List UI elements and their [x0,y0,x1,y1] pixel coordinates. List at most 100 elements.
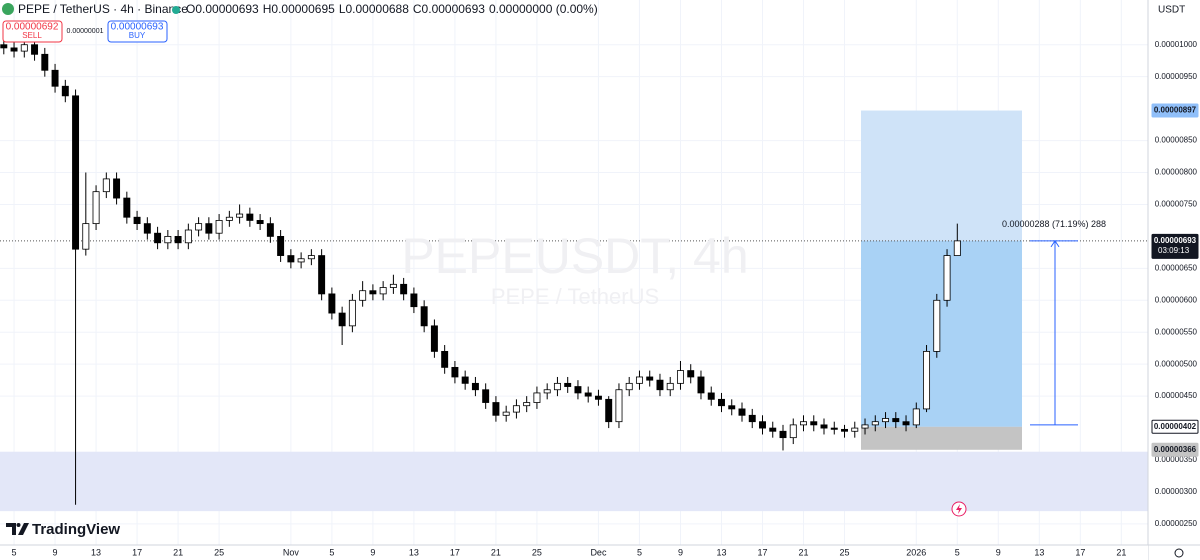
axes: 5 9 13 17 21 25 Nov 5 9 13 17 21 25 Dec 5 9 13 17 21 25 2026… [12,40,1199,557]
candle-body [666,382,674,391]
candle-body [912,408,920,426]
candle-body [205,223,213,234]
candle-body [31,44,39,55]
y-tick-label: 0.00000450 [1155,391,1198,400]
x-tick-label: Nov [283,547,300,557]
candle-body [841,428,848,432]
candle-body [369,290,377,295]
candle-body [10,47,18,52]
events-icon [956,504,962,514]
candle-body [348,299,356,327]
x-tick-label: 5 [12,547,17,557]
candle-body [656,379,664,391]
candle-body [451,366,459,378]
candle-body [574,386,582,394]
sell-button[interactable] [2,20,63,43]
countdown: 03:09:13 [1158,246,1190,255]
candle-body [266,223,274,237]
candle-body [646,376,654,381]
candle-body [687,370,695,378]
candle-body [810,421,818,426]
y-tick-label: 0.00000850 [1155,136,1198,145]
candle-body [338,312,346,327]
candle-body [594,395,602,400]
candle-body [154,232,162,244]
candle-body [277,236,285,256]
candle-body [492,402,500,416]
candle-body [830,427,838,430]
candle-body [143,223,151,234]
y-tick-label: 0.00000500 [1155,359,1198,368]
x-tick-label: 21 [1116,547,1126,557]
x-tick-label: 17 [132,547,142,557]
x-tick-label: 25 [214,547,224,557]
candle-body [502,411,510,416]
y-tick-label: 0.00000300 [1155,487,1198,496]
candle-body [184,229,192,244]
x-tick-label: 13 [716,547,726,557]
candle-body [133,216,141,225]
x-tick-label: 9 [370,547,375,557]
candle-body [861,424,869,429]
x-tick-label: 13 [1034,547,1044,557]
y-tick-label: 0.00000600 [1155,295,1198,304]
candle-body [20,44,28,52]
candle-body [441,351,449,368]
time-axis [0,545,1148,560]
settings-icon[interactable] [1174,548,1184,558]
overlays [0,110,1148,512]
annotations: 0.00000288 (71.19%) 288 [1002,219,1106,426]
candle-body [512,405,520,413]
price-badge [1151,103,1199,118]
watermark-sub: PEPE / TetherUS [491,284,659,309]
x-tick-label: 21 [173,547,183,557]
candle-body [297,258,305,263]
candle-body [461,376,469,384]
x-tick-label: 17 [757,547,767,557]
candle-body [389,283,397,288]
candle-body [215,220,223,234]
candle-body [697,376,705,394]
x-tick-label: 9 [678,547,683,557]
x-tick-label: 17 [450,547,460,557]
y-tick-label: 0.00000950 [1155,72,1198,81]
candle-body [318,255,326,295]
candles [0,38,961,505]
candle-body [410,293,418,308]
x-tick-label: 5 [637,547,642,557]
candle-body [430,325,438,352]
buy-label: BUY [129,31,146,40]
candle-body [882,418,890,423]
currency[interactable]: USDT [1158,5,1185,16]
candle-body [564,382,572,387]
candle-body [800,421,807,426]
candle-body [174,236,182,244]
candle-body [523,402,531,407]
candle-body [307,255,315,260]
candle-body [728,405,736,410]
y-tick-label: 0.00000550 [1155,327,1198,336]
candle-body [625,382,633,391]
candle-body [82,223,90,250]
candle-body [769,427,777,432]
zone [0,451,1148,512]
candle-body [359,290,367,301]
candle-body [635,376,643,384]
y-tick-label: 0.00000750 [1155,200,1198,209]
candle-body [471,382,479,391]
y-tick-label: 0.00001000 [1155,40,1198,49]
candle-body [605,398,613,423]
brand-logo [16,523,21,527]
ohlc-item: O0.00000693 [186,2,259,16]
candle-body [933,299,941,352]
candle-body [871,421,879,426]
candle-body [923,351,931,410]
candle-body [102,178,110,193]
symbol[interactable]: PEPE / TetherUS · 4h · Binance [18,2,188,16]
spread: 0.00000001 [67,28,104,35]
candle-body [246,213,254,221]
ohlc-item: 0.00000000 (0.00%) [489,2,598,16]
candle-body [902,421,910,426]
buy-button[interactable] [107,20,168,43]
